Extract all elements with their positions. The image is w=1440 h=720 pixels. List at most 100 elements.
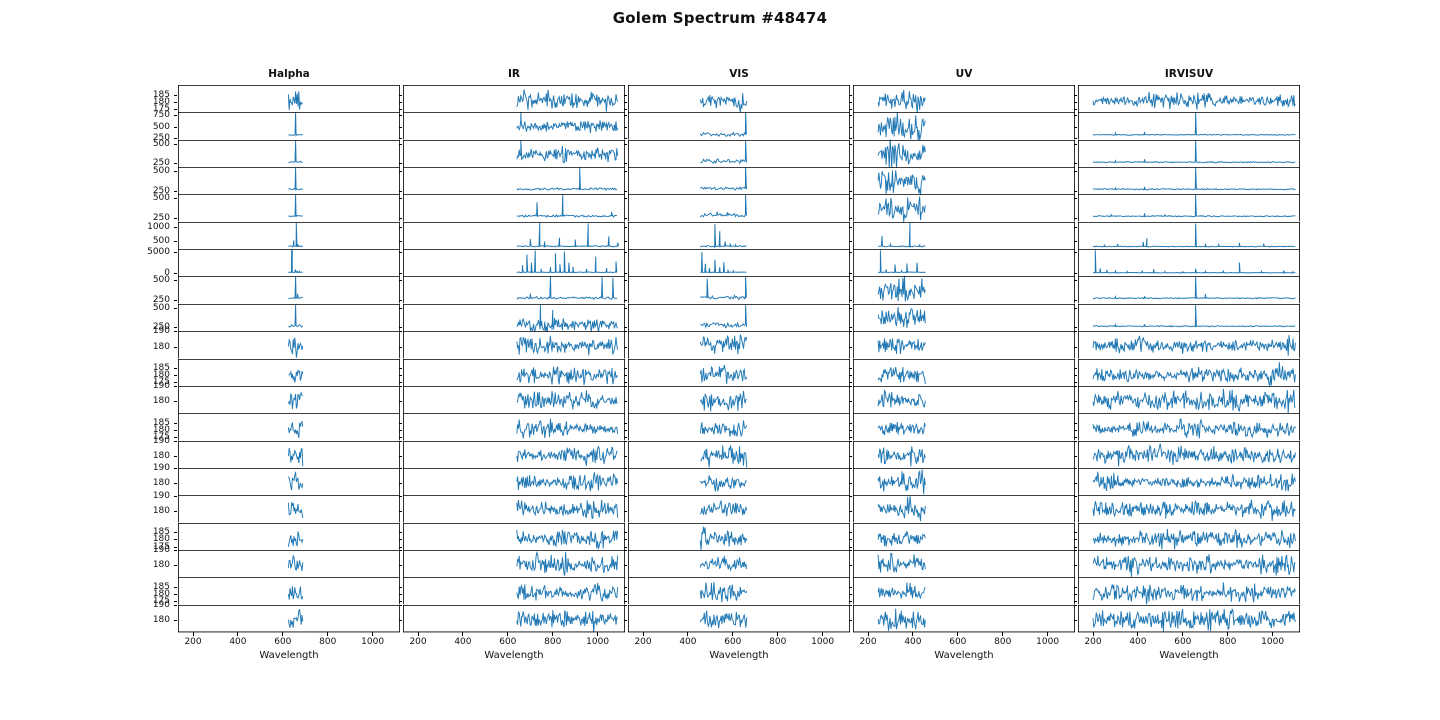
panel-halpha-row19 [178,577,400,605]
y-tick-label: 175 [152,103,170,114]
panel-halpha-row8 [178,276,400,304]
panel-border [178,385,400,414]
spectrum-line [1092,277,1296,300]
y-tick-mark [849,604,853,606]
y-tick-mark [849,218,853,220]
panel-halpha-row17 [178,522,400,550]
y-tick-mark [624,138,628,140]
y-tick-label: 180 [152,478,170,489]
spectrum-line [699,499,748,517]
y-tick-label: 180 [152,615,170,626]
y-tick-mark [624,382,628,384]
panel-uv-row9 [853,303,1075,332]
panel-border [178,358,400,386]
y-tick-mark [174,163,178,165]
y-tick-label: 180 [152,96,170,107]
x-tick-mark [597,632,599,636]
x-tick-mark [642,632,644,636]
x-tick-mark [1137,632,1139,636]
y-tick-mark [624,331,628,333]
y-tick-label: 190 [152,545,170,556]
y-tick-mark [399,510,403,512]
spectrum-line [1092,112,1296,137]
y-tick-mark [624,375,628,377]
x-tick-label: 600 [724,637,742,647]
y-tick-mark [174,382,178,384]
panel-ir-row16 [403,495,625,523]
spectrum-line [1092,388,1296,413]
y-tick-mark [1074,368,1078,370]
y-tick-mark [624,108,628,110]
y-tick-mark [1074,300,1078,302]
y-tick-mark [174,108,178,110]
panel-uv-row18 [853,549,1075,578]
panel-border [628,604,850,632]
y-tick-label: 0 [164,267,170,278]
panel-border [1078,522,1300,550]
y-tick-mark [1074,550,1078,552]
spectrum-line [877,388,926,408]
y-tick-mark [849,138,853,140]
spectrum-line [699,610,748,628]
panel-border [403,221,625,250]
panel-border [178,413,400,441]
panel-uv-row2 [853,112,1075,141]
y-tick-mark [624,163,628,165]
panel-irvisuv-row17 [1078,522,1300,550]
y-tick-mark [174,126,178,128]
panel-vis-row11 [628,358,850,386]
y-tick-mark [624,126,628,128]
y-tick-mark [174,115,178,117]
y-tick-mark [624,227,628,229]
spectrum-line [1093,250,1296,275]
x-tick-label: 800 [319,637,337,647]
y-tick-mark [174,227,178,229]
panel-ir-row7 [403,249,625,277]
panel-irvisuv-row11 [1078,358,1300,388]
panel-border [628,413,850,441]
y-tick-mark [849,601,853,603]
y-tick-mark [624,594,628,596]
panel-halpha-row18 [178,549,400,578]
y-tick-label: 175 [152,541,170,552]
y-tick-mark [174,440,178,442]
y-tick-mark [399,307,403,309]
spectrum-line [288,195,303,218]
spectrum-line [699,475,748,492]
y-tick-label: 180 [152,370,170,381]
y-tick-mark [1074,218,1078,220]
y-tick-label: 1000 [147,222,170,233]
spectrum-line [287,91,304,110]
column-title-halpha: Halpha [268,68,310,80]
panel-halpha-row14 [178,440,400,468]
panel-border [853,522,1075,550]
y-tick-mark [849,550,853,552]
y-tick-mark [849,101,853,103]
panel-ir-row6 [403,221,625,250]
y-tick-mark [399,546,403,548]
y-tick-mark [174,594,178,596]
y-tick-mark [1074,227,1078,229]
panel-border [1078,221,1300,250]
panel-border [853,467,1075,496]
panel-ir-row5 [403,194,625,222]
y-tick-mark [1074,170,1078,172]
panel-uv-row10 [853,331,1075,359]
y-tick-mark [849,368,853,370]
y-tick-mark [1074,251,1078,253]
spectrum-line [877,530,926,547]
y-tick-mark [849,594,853,596]
y-tick-mark [849,620,853,622]
y-tick-mark [1074,327,1078,329]
y-tick-mark [849,280,853,282]
y-tick-mark [624,401,628,403]
panel-uv-row19 [853,577,1075,605]
panel-uv-row17 [853,522,1075,550]
x-tick-mark [732,632,734,636]
y-tick-label: 180 [152,534,170,545]
y-tick-mark [399,368,403,370]
y-tick-label: 500 [152,138,170,149]
y-tick-mark [399,101,403,103]
x-tick-mark [417,632,419,636]
panel-irvisuv-row16 [1078,495,1300,523]
